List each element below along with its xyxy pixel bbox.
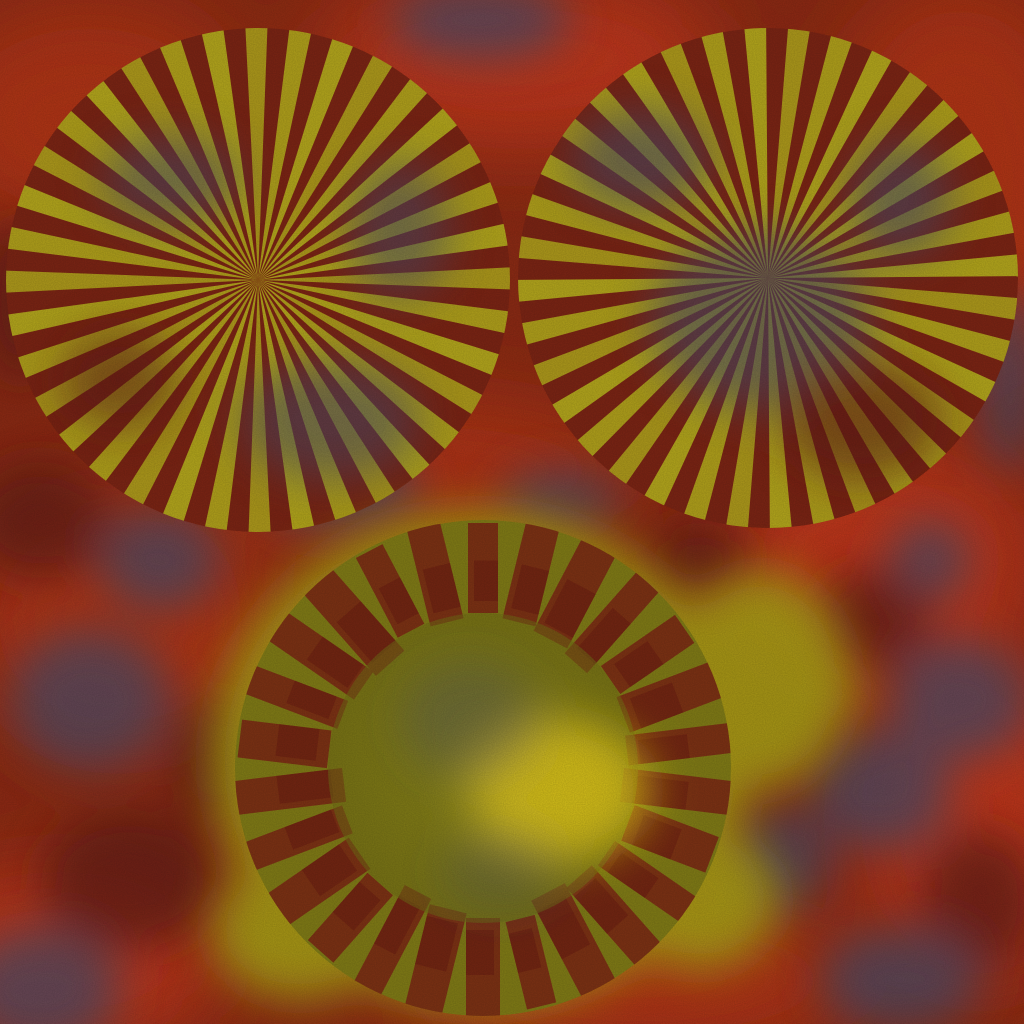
grain-overlay <box>0 0 1024 1024</box>
texture-canvas <box>0 0 1024 1024</box>
